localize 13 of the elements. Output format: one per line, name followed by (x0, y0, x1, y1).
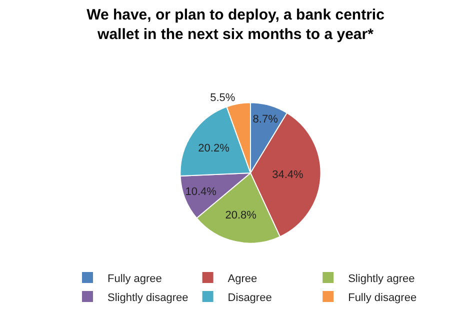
legend-label: Fully agree (108, 272, 162, 285)
data-label: 5.5% (210, 92, 236, 104)
data-label: 10.4% (185, 186, 217, 198)
legend-label: Fully disagree (348, 292, 417, 304)
legend-label: Agree (228, 272, 258, 285)
data-label: 20.2% (198, 142, 230, 154)
data-label: 8.7% (252, 114, 278, 126)
data-label: 34.4% (272, 169, 304, 182)
legend-label: Slightly agree (348, 272, 415, 285)
legend-label: Disagree (228, 292, 272, 304)
data-label: 20.8% (225, 210, 257, 222)
chart-title: We have, or plan to deploy, a bank centric wallet in the next six months to a year* (86, 6, 384, 43)
legend-label: Slightly disagree (108, 292, 188, 304)
